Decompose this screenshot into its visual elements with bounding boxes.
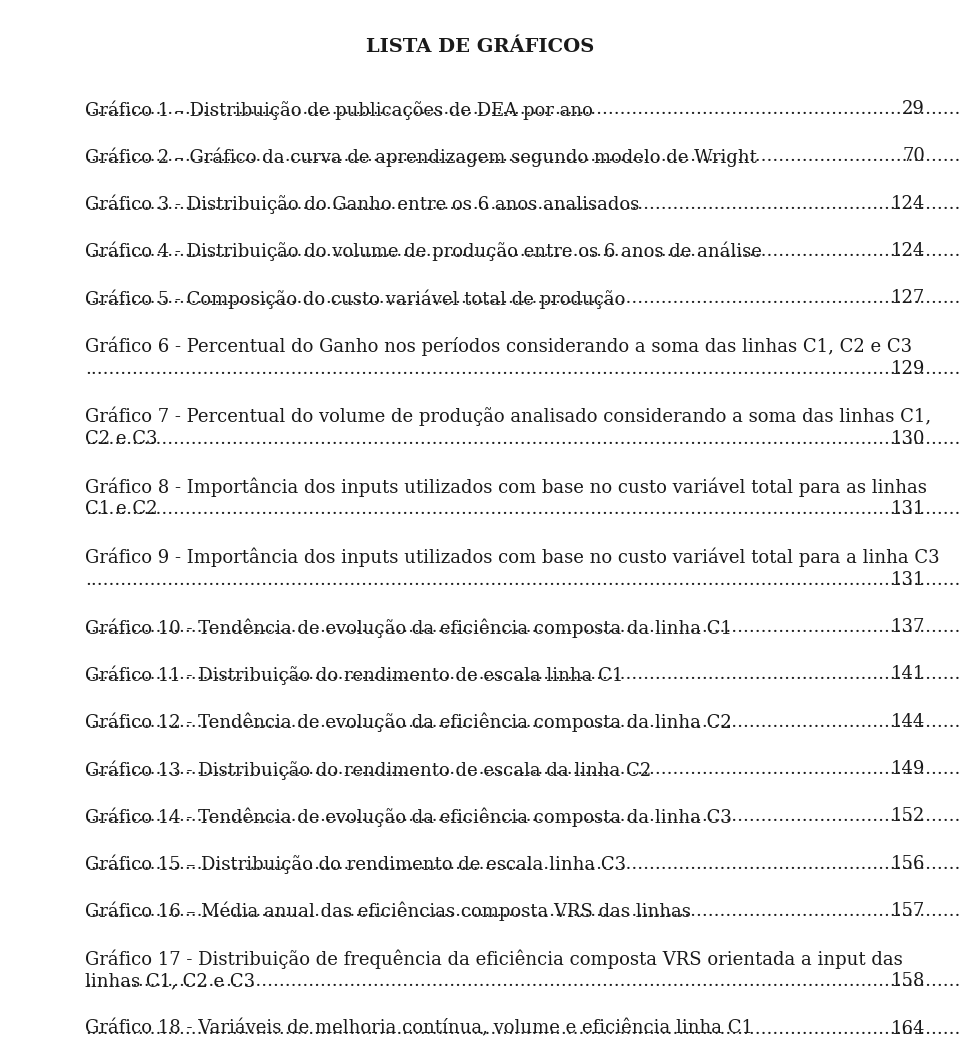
Text: Gráfico 17 - Distribuição de frequência da eficiência composta VRS orientada a i: Gráfico 17 - Distribuição de frequência …	[85, 949, 902, 968]
Text: 129: 129	[891, 360, 925, 378]
Text: Gráfico 11 - Distribuição do rendimento de escala linha C1: Gráfico 11 - Distribuição do rendimento …	[85, 665, 623, 685]
Text: LISTA DE GRÁFICOS: LISTA DE GRÁFICOS	[366, 38, 594, 56]
Text: 141: 141	[891, 665, 925, 683]
Text: ................................................................................: ........................................…	[85, 360, 960, 378]
Text: Gráfico 16 – Média anual das eficiências composta VRS das linhas: Gráfico 16 – Média anual das eficiências…	[85, 902, 691, 921]
Text: Gráfico 7 - Percentual do volume de produção analisado considerando a soma das l: Gráfico 7 - Percentual do volume de prod…	[85, 407, 931, 426]
Text: 137: 137	[891, 618, 925, 636]
Text: ................................................................................: ........................................…	[85, 100, 960, 117]
Text: 156: 156	[891, 855, 925, 873]
Text: Gráfico 9 - Importância dos inputs utilizados com base no custo variável total p: Gráfico 9 - Importância dos inputs utili…	[85, 548, 940, 568]
Text: ................................................................................: ........................................…	[85, 855, 960, 873]
Text: Gráfico 13 - Distribuição do rendimento de escala da linha C2: Gráfico 13 - Distribuição do rendimento …	[85, 759, 651, 779]
Text: linhas C1, C2 e C3: linhas C1, C2 e C3	[85, 972, 255, 990]
Text: 131: 131	[891, 571, 925, 588]
Text: Gráfico 5 - Composição do custo variável total de produção: Gráfico 5 - Composição do custo variável…	[85, 290, 625, 308]
Text: ................................................................................: ........................................…	[85, 972, 960, 990]
Text: Gráfico 1 – Distribuição de publicações de DEA por ano: Gráfico 1 – Distribuição de publicações …	[85, 100, 593, 120]
Text: Gráfico 6 - Percentual do Ganho nos períodos considerando a soma das linhas C1, : Gráfico 6 - Percentual do Ganho nos perí…	[85, 337, 912, 356]
Text: 29: 29	[902, 100, 925, 117]
Text: Gráfico 15 – Distribuição do rendimento de escala linha C3: Gráfico 15 – Distribuição do rendimento …	[85, 855, 626, 874]
Text: 152: 152	[891, 808, 925, 826]
Text: ................................................................................: ........................................…	[85, 759, 960, 778]
Text: 144: 144	[891, 712, 925, 731]
Text: ................................................................................: ........................................…	[85, 500, 960, 518]
Text: 124: 124	[891, 195, 925, 213]
Text: ................................................................................: ........................................…	[85, 147, 960, 166]
Text: Gráfico 18 - Variáveis de melhoria contínua, volume e eficiência linha C1: Gráfico 18 - Variáveis de melhoria contí…	[85, 1020, 753, 1037]
Text: Gráfico 3 - Distribuição do Ganho entre os 6 anos analisados: Gráfico 3 - Distribuição do Ganho entre …	[85, 195, 639, 214]
Text: ................................................................................: ........................................…	[85, 665, 960, 683]
Text: Gráfico 2 – Gráfico da curva de aprendizagem segundo modelo de Wright: Gráfico 2 – Gráfico da curva de aprendiz…	[85, 147, 756, 167]
Text: Gráfico 14 - Tendência de evolução da eficiência composta da linha C3: Gráfico 14 - Tendência de evolução da ef…	[85, 808, 732, 827]
Text: ................................................................................: ........................................…	[85, 290, 960, 307]
Text: Gráfico 8 - Importância dos inputs utilizados com base no custo variável total p: Gráfico 8 - Importância dos inputs utili…	[85, 477, 926, 497]
Text: ................................................................................: ........................................…	[85, 195, 960, 213]
Text: ................................................................................: ........................................…	[85, 242, 960, 260]
Text: 158: 158	[891, 972, 925, 990]
Text: ................................................................................: ........................................…	[85, 618, 960, 636]
Text: 70: 70	[902, 147, 925, 166]
Text: 157: 157	[891, 902, 925, 920]
Text: 131: 131	[891, 500, 925, 518]
Text: ................................................................................: ........................................…	[85, 571, 960, 588]
Text: ................................................................................: ........................................…	[85, 808, 960, 826]
Text: 127: 127	[891, 290, 925, 307]
Text: C2 e C3: C2 e C3	[85, 430, 157, 448]
Text: Gráfico 10 - Tendência de evolução da eficiência composta da linha C1: Gráfico 10 - Tendência de evolução da ef…	[85, 618, 732, 638]
Text: ................................................................................: ........................................…	[85, 1020, 960, 1037]
Text: ................................................................................: ........................................…	[85, 712, 960, 731]
Text: C1 e C2: C1 e C2	[85, 500, 157, 518]
Text: 164: 164	[891, 1020, 925, 1037]
Text: 124: 124	[891, 242, 925, 260]
Text: 130: 130	[891, 430, 925, 448]
Text: ................................................................................: ........................................…	[85, 430, 960, 448]
Text: Gráfico 12 - Tendência de evolução da eficiência composta da linha C2: Gráfico 12 - Tendência de evolução da ef…	[85, 712, 732, 732]
Text: Gráfico 4 - Distribuição do volume de produção entre os 6 anos de análise: Gráfico 4 - Distribuição do volume de pr…	[85, 242, 762, 261]
Text: 149: 149	[891, 759, 925, 778]
Text: ................................................................................: ........................................…	[85, 902, 960, 920]
